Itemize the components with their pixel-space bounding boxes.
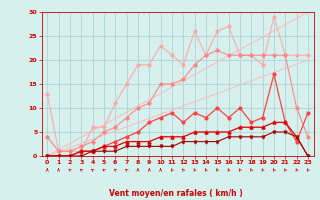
Text: Vent moyen/en rafales ( km/h ): Vent moyen/en rafales ( km/h ) <box>109 189 243 198</box>
